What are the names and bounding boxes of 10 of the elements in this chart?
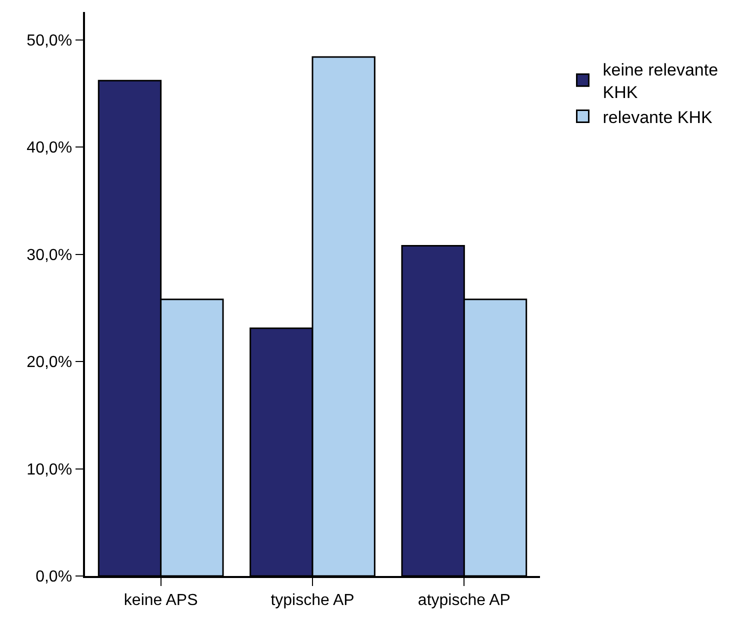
x-tick-label: typische AP [270,592,354,609]
x-tick-label: keine APS [124,592,198,609]
legend-label: relevante KHK [602,108,714,127]
y-tick-label: 10,0% [26,461,72,478]
x-tick-label: atypische AP [418,592,510,609]
y-tick-label: 0,0% [36,568,72,586]
y-tick-label: 40,0% [26,140,72,157]
y-tick-label: 50,0% [26,32,72,50]
y-tick-label: 20,0% [26,354,72,372]
y-tick-label: 30,0% [26,246,72,264]
